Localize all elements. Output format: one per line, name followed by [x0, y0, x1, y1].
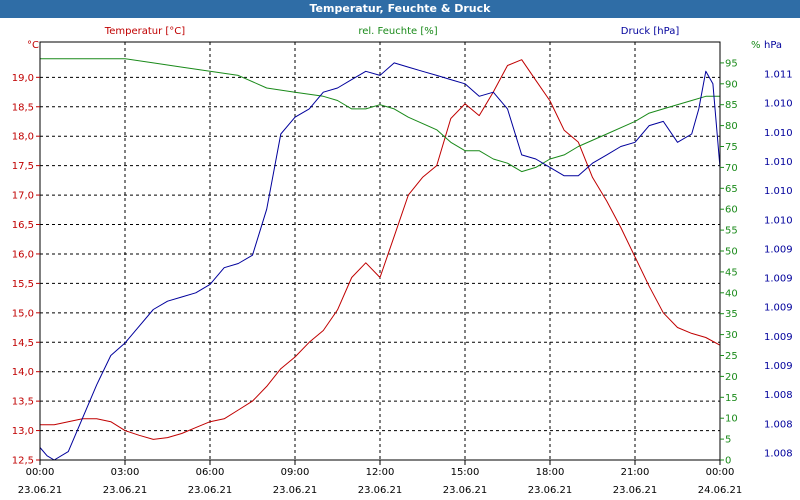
humidity-tick-label: 50: [725, 247, 738, 258]
pressure-tick-label: 1.010: [764, 215, 793, 226]
pressure-axis-unit: hPa: [764, 40, 782, 51]
temperature-tick-label: 17,5: [12, 161, 34, 172]
pressure-tick-label: 1.011: [764, 70, 793, 81]
x-tick-time: 03:00: [111, 467, 140, 478]
series-layer: [39, 58, 721, 461]
pressure-tick-label: 1.009: [764, 274, 793, 285]
pressure-tick-label: 1.010: [764, 128, 793, 139]
humidity-axis-unit: %: [751, 40, 761, 51]
pressure-tick-label: 1.010: [764, 99, 793, 110]
x-tick-time: 12:00: [366, 467, 395, 478]
humidity-tick-label: 40: [725, 288, 738, 299]
chart-canvas: Temperatur [°C] rel. Feuchte [%] Druck […: [12, 26, 793, 496]
axis-layer: 19,0 18,5 18,0 17,5 17,0 16,5 16,0 15,5 15,0 14,5…: [12, 58, 793, 496]
humidity-tick-label: 90: [725, 79, 738, 90]
humidity-tick-label: 30: [725, 330, 738, 341]
x-tick-time: 00:00: [706, 467, 735, 478]
grid-layer: [40, 42, 720, 460]
humidity-tick-label: 10: [725, 414, 738, 425]
humidity-tick-label: 45: [725, 267, 738, 278]
x-tick-date: 23.06.21: [18, 485, 63, 496]
temperature-tick-label: 12,5: [12, 456, 34, 467]
temperature-line: [40, 59, 721, 440]
pressure-tick-label: 1.009: [764, 361, 793, 372]
x-tick-date: 23.06.21: [528, 485, 573, 496]
humidity-tick-label: 95: [725, 58, 738, 69]
humidity-tick-label: 55: [725, 226, 738, 237]
pressure-tick-label: 1.008: [764, 419, 793, 430]
humidity-legend: rel. Feuchte [%]: [358, 26, 437, 37]
pressure-tick-label: 1.009: [764, 244, 793, 255]
temperature-tick-label: 15,0: [12, 308, 34, 319]
humidity-tick-label: 35: [725, 309, 738, 320]
x-tick-date: 23.06.21: [443, 485, 488, 496]
temperature-tick-label: 16,0: [12, 249, 34, 260]
x-tick-time: 09:00: [281, 467, 310, 478]
x-tick-date: 23.06.21: [358, 485, 403, 496]
x-tick-time: 00:00: [26, 467, 55, 478]
pressure-tick-label: 1.008: [764, 390, 793, 401]
x-tick-date: 23.06.21: [273, 485, 318, 496]
humidity-tick-label: 20: [725, 372, 738, 383]
humidity-tick-label: 5: [725, 435, 731, 446]
humidity-line: [40, 58, 720, 173]
pressure-line: [39, 62, 721, 461]
humidity-tick-label: 15: [725, 393, 738, 404]
humidity-tick-label: 25: [725, 351, 738, 362]
temperature-tick-label: 16,5: [12, 220, 34, 231]
pressure-tick-label: 1.010: [764, 157, 793, 168]
temperature-axis-unit: °C: [27, 40, 39, 51]
temperature-tick-label: 13,0: [12, 426, 34, 437]
temperature-tick-label: 17,0: [12, 191, 34, 202]
x-tick-time: 21:00: [621, 467, 650, 478]
humidity-tick-label: 65: [725, 184, 738, 195]
temperature-tick-label: 14,0: [12, 367, 34, 378]
temperature-tick-label: 18,5: [12, 102, 34, 113]
temperature-tick-label: 18,0: [12, 132, 34, 143]
window-title: Temperatur, Feuchte & Druck: [0, 0, 800, 18]
x-tick-time: 06:00: [196, 467, 225, 478]
humidity-tick-label: 85: [725, 100, 738, 111]
humidity-tick-label: 0: [725, 456, 731, 467]
humidity-tick-label: 80: [725, 121, 738, 132]
pressure-tick-label: 1.009: [764, 303, 793, 314]
x-tick-time: 15:00: [451, 467, 480, 478]
x-tick-date: 23.06.21: [103, 485, 148, 496]
pressure-tick-label: 1.010: [764, 186, 793, 197]
temperature-legend: Temperatur [°C]: [104, 26, 185, 37]
pressure-legend: Druck [hPa]: [621, 26, 680, 37]
pressure-tick-label: 1.008: [764, 449, 793, 460]
pressure-tick-label: 1.009: [764, 332, 793, 343]
x-tick-date: 24.06.21: [698, 485, 743, 496]
temperature-tick-label: 15,5: [12, 279, 34, 290]
temperature-tick-label: 19,0: [12, 73, 34, 84]
x-tick-date: 23.06.21: [188, 485, 233, 496]
x-tick-time: 18:00: [536, 467, 565, 478]
x-tick-date: 23.06.21: [613, 485, 658, 496]
temperature-tick-label: 14,5: [12, 338, 34, 349]
humidity-tick-label: 75: [725, 142, 738, 153]
humidity-tick-label: 60: [725, 205, 738, 216]
humidity-tick-label: 70: [725, 163, 738, 174]
temperature-tick-label: 13,5: [12, 397, 34, 408]
